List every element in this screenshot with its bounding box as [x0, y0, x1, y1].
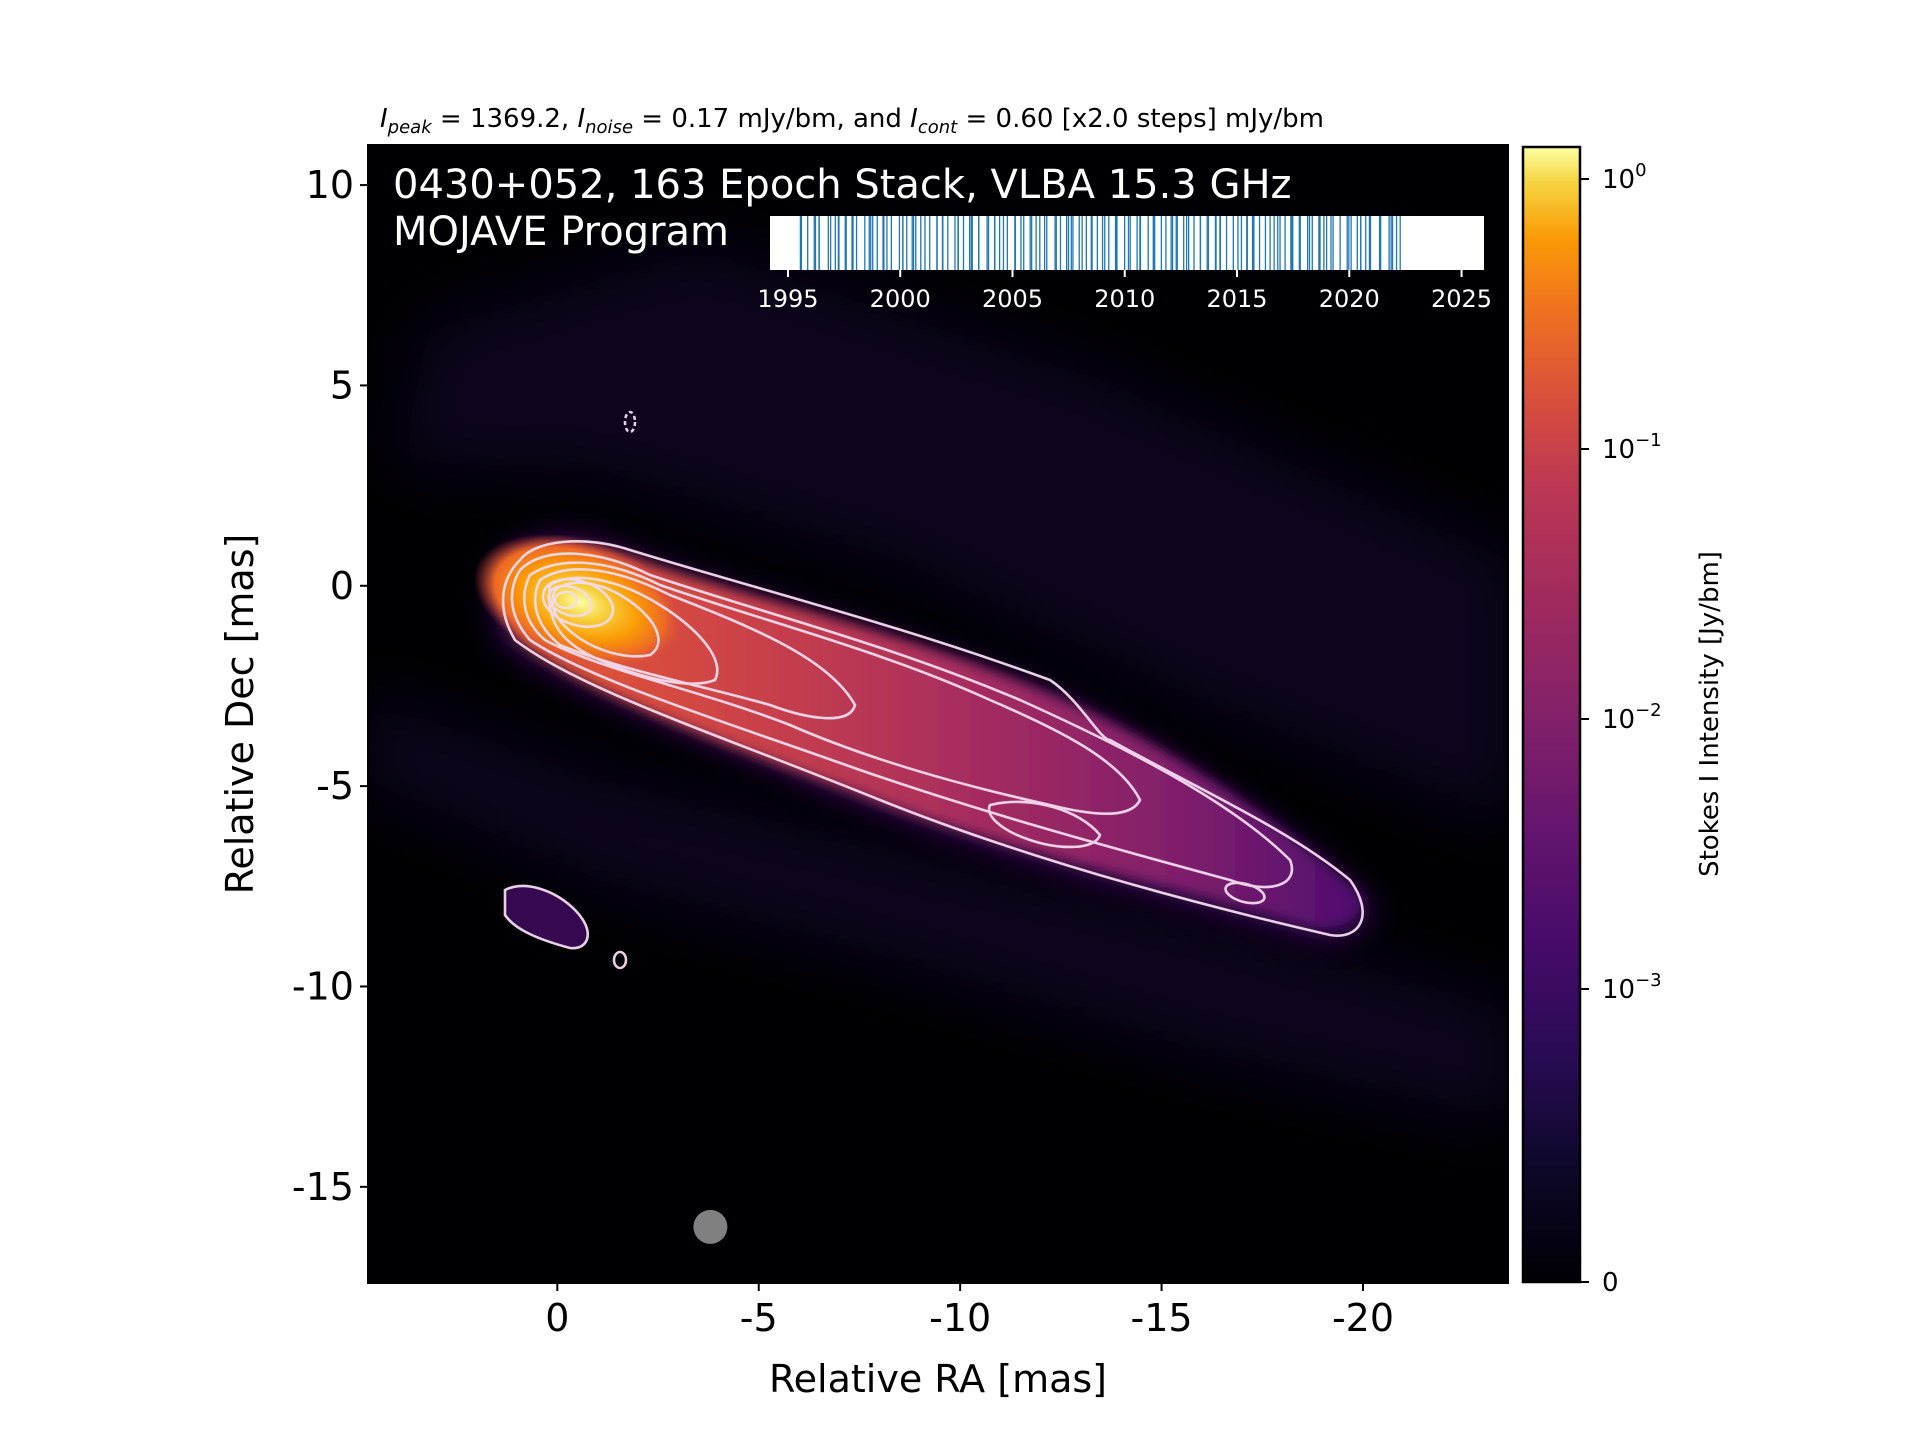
colorbar-tick-label: 10−1	[1602, 430, 1662, 465]
y-tick-label: 0	[330, 564, 354, 608]
y-tick-label: -15	[292, 1165, 354, 1209]
y-axis-ticks: 10 5 0 -5 -10 -15	[292, 163, 368, 1209]
colorbar: 100 10−1 10−2 10−3 0 Stokes I Intensity [Jy/…	[1521, 145, 1725, 1298]
image-axes: 0 -5 -10 -15 -20 10 5 0 -5 -10 -15	[292, 144, 1509, 1340]
y-tick-label: 10	[306, 163, 354, 207]
epoch-tick-label: 2015	[1206, 285, 1267, 313]
contour-5	[547, 576, 719, 685]
colorbar-gradient	[1521, 145, 1582, 1284]
colorbar-tick-label: 100	[1602, 160, 1647, 195]
x-tick-label: 0	[545, 1296, 569, 1340]
x-axis-ticks: 0 -5 -10 -15 -20	[545, 1283, 1394, 1340]
colorbar-tick-label: 0	[1602, 1268, 1619, 1298]
x-axis-label: Relative RA [mas]	[769, 1357, 1107, 1401]
epoch-tick-label: 2010	[1094, 285, 1155, 313]
beam-ellipse	[693, 1209, 728, 1244]
contour-outer	[501, 540, 1364, 937]
contour-4	[533, 568, 857, 720]
colorbar-label: Stokes I Intensity [Jy/bm]	[1695, 551, 1725, 877]
contours	[501, 410, 1364, 970]
contour-negative-speck	[623, 410, 637, 434]
contour-knot-a	[987, 800, 1102, 849]
x-tick-label: -20	[1332, 1296, 1394, 1340]
epoch-tick-label: 2020	[1319, 285, 1380, 313]
contour-7	[541, 578, 615, 628]
sidelobe-lower	[368, 700, 1508, 1120]
colorbar-tick-label: 10−3	[1602, 970, 1662, 1005]
epoch-lines	[799, 216, 1401, 270]
epoch-timeline-inset: 1995 2000 2005 2010 2015 2020 2025	[757, 216, 1492, 313]
jet-body	[505, 546, 1361, 927]
y-axis-label: Relative Dec [mas]	[218, 534, 262, 895]
contour-speck-lower	[612, 950, 628, 970]
contour-6	[551, 581, 660, 658]
image-stats-header: Ipeak = 1369.2, Inoise = 0.17 mJy/bm, an…	[380, 104, 1324, 138]
plot-title-line2: MOJAVE Program	[393, 209, 729, 255]
colorbar-ticks: 100 10−1 10−2 10−3 0	[1580, 160, 1662, 1298]
x-tick-label: -10	[929, 1296, 991, 1340]
epoch-inset-background	[770, 216, 1484, 270]
image-frame	[367, 144, 1509, 1284]
epoch-tick-label: 2005	[982, 285, 1043, 313]
colorbar-tick-label: 10−2	[1602, 700, 1662, 735]
sidelobe-upper	[400, 250, 1508, 820]
intensity-map	[368, 250, 1508, 1244]
epoch-tick-label: 1995	[757, 285, 818, 313]
contour-8	[547, 584, 593, 618]
plot-title-line1: 0430+052, 163 Epoch Stack, VLBA 15.3 GHz	[393, 162, 1292, 208]
contour-isolated-lower	[503, 884, 590, 950]
contour-peak	[553, 590, 579, 610]
x-tick-label: -5	[740, 1296, 778, 1340]
epoch-axis-ticks: 1995 2000 2005 2010 2015 2020 2025	[757, 270, 1492, 313]
y-tick-label: 5	[330, 363, 354, 407]
epoch-tick-label: 2000	[870, 285, 931, 313]
contour-knot-b	[1224, 881, 1266, 905]
x-tick-label: -15	[1131, 1296, 1193, 1340]
y-tick-label: -5	[316, 764, 354, 808]
epoch-tick-label: 2025	[1431, 285, 1492, 313]
contour-2	[510, 552, 1294, 889]
y-tick-label: -10	[292, 964, 354, 1008]
